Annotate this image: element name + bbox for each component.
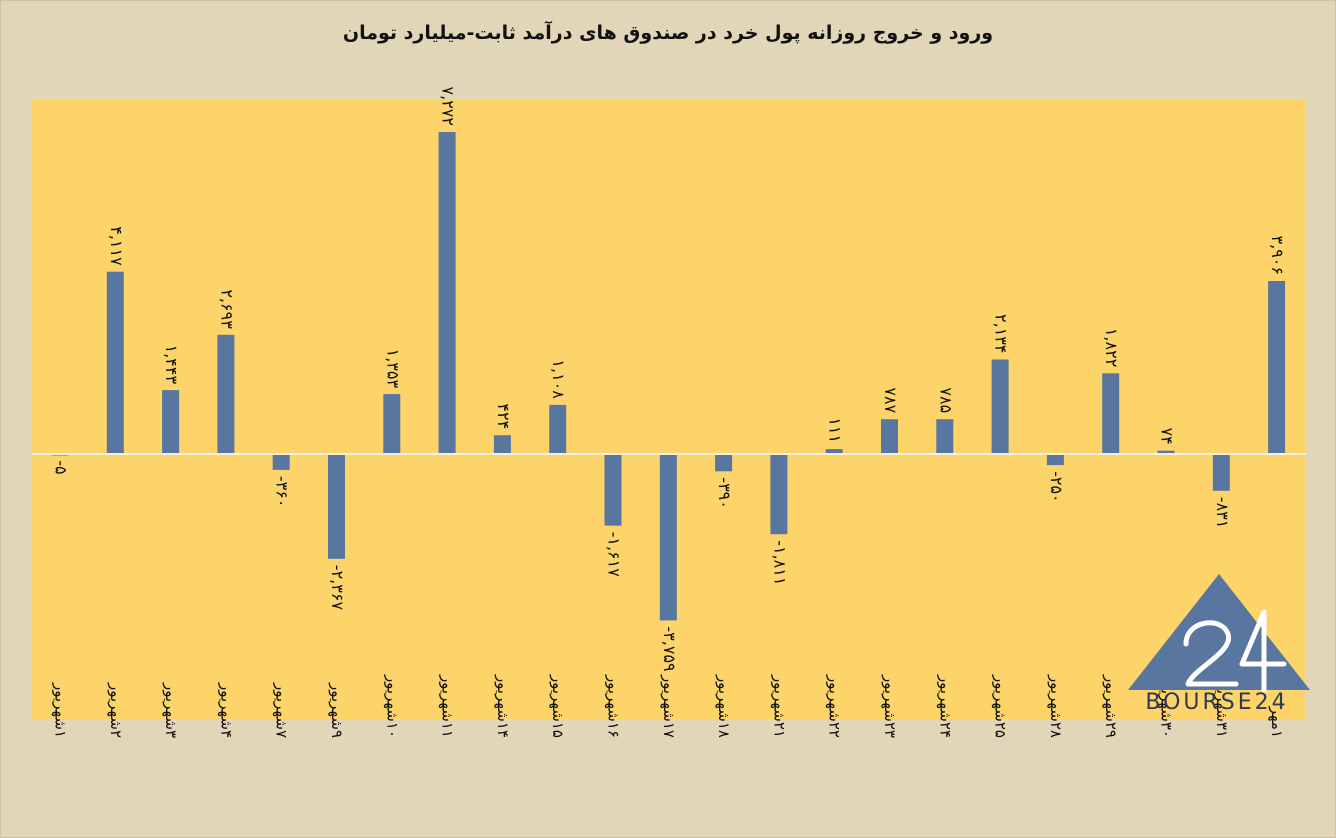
data-label-9: ۴۲۴ [494,403,513,429]
data-label-22: -۸۳۱ [1213,497,1232,529]
bar-8 [438,132,456,454]
data-label-5: -۳۶۰ [273,476,292,508]
logo-text: BOURSE24 [1145,690,1289,715]
data-label-7: ۱,۳۵۳ [383,349,402,389]
x-tick-label-20: ۲۹شهریور [1102,674,1120,738]
x-tick-label-19: ۲۸شهریور [1047,674,1065,738]
bar-14 [770,454,788,535]
x-tick-label-12: ۱۷شهریور [660,674,678,738]
data-label-13: -۳۹۰ [715,477,734,509]
x-tick-label-13: ۱۸شهریور [715,674,733,738]
bar-23 [1268,281,1286,454]
x-tick-label-16: ۲۳شهریور [881,674,899,738]
data-label-21: ۷۴ [1158,428,1177,445]
bar-5 [272,454,290,470]
data-label-19: -۲۵۰ [1047,471,1066,503]
bar-2 [106,271,124,454]
data-labels-group: -۵ ۴,۱۱۷ ۱,۴۴۳ ۲,۶۹۳ -۳۶۰ -۲,۳۶۷ ۱,۳۵۳ ۷,۲۷۲ ۴۲۴… [52,87,1288,672]
x-tick-label-10: ۱۵شهریور [549,674,567,738]
data-label-10: ۱,۱۰۸ [549,359,568,399]
data-label-17: ۷۸۵ [936,387,955,413]
bar-12 [659,454,677,621]
x-tick-label-23: ۱مهر [1268,706,1286,738]
x-tick-label-5: ۷شهریور [273,682,291,738]
bar-19 [1046,454,1064,466]
bar-18 [991,359,1009,454]
bar-13 [715,454,733,472]
data-label-20: ۱,۸۲۲ [1102,328,1121,367]
x-tick-label-3: ۳شهریور [162,682,180,738]
bar-3 [162,390,180,454]
data-label-23: ۳,۹۰۶ [1268,236,1287,275]
data-label-11: -۱,۶۱۷ [605,532,624,578]
x-tick-label-9: ۱۴شهریور [494,674,512,738]
triangle-24-logo-icon [1128,574,1310,693]
bars-group [51,132,1286,621]
x-tick-label-15: ۲۲شهریور [826,674,844,738]
data-label-6: -۲,۳۶۷ [328,565,347,611]
bar-9 [493,435,511,454]
data-label-1: -۵ [52,460,71,474]
x-tick-label-8: ۱۱شهریور [439,674,457,738]
bar-22 [1212,454,1230,491]
x-tick-label-18: ۲۵شهریور [992,674,1010,738]
bar-20 [1102,373,1120,454]
bar-17 [936,419,954,454]
data-label-8: ۷,۲۷۲ [439,87,458,126]
bar-10 [549,404,567,454]
bar-11 [604,454,622,526]
data-label-18: ۲,۱۳۴ [992,314,1011,353]
x-tick-labels-group: ۱شهریور ۲شهریور ۳شهریور ۴شهریور ۷شهریور ۹شهری… [52,674,1287,738]
x-tick-label-11: ۱۶شهریور [605,674,623,738]
bar-16 [881,419,898,454]
x-tick-label-1: ۱شهریور [52,682,70,738]
data-label-16: ۷۸۷ [881,387,900,413]
bar-6 [328,454,345,559]
x-tick-label-7: ۱۰شهریور [383,674,401,738]
data-label-4: ۲,۶۹۳ [217,289,236,329]
data-label-14: -۱,۸۱۱ [770,540,789,585]
bar-15 [825,449,843,454]
data-label-2: ۴,۱۱۷ [107,226,126,266]
data-label-15: ۱۱۱ [826,417,845,443]
x-tick-label-17: ۲۴شهریور [936,674,954,738]
x-tick-label-6: ۹شهریور [328,682,346,738]
data-label-12: -۳,۷۵۹ [660,626,679,671]
data-label-3: ۱,۴۴۳ [162,345,181,385]
bar-7 [383,394,401,454]
chart-title: ورود و خروج روزانه پول خرد در صندوق های … [342,22,994,44]
bar-21 [1157,450,1175,454]
x-tick-label-2: ۲شهریور [107,682,125,738]
bar-4 [217,334,235,454]
x-tick-label-14: ۲۱شهریور [770,674,788,738]
x-tick-label-4: ۴شهریور [217,682,235,738]
